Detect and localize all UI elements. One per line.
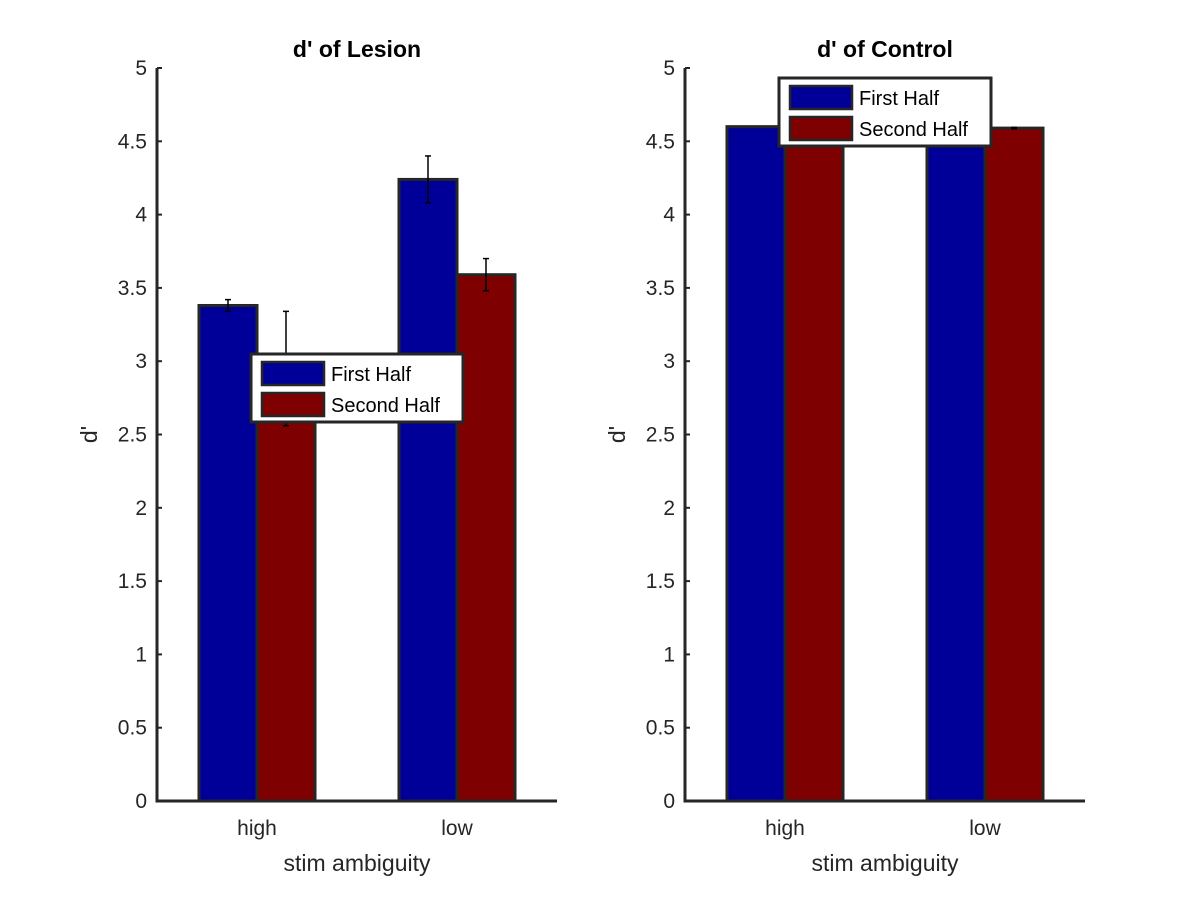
bar [397,177,459,803]
bar [455,273,517,803]
legend-label: First Half [331,364,411,386]
bar [197,303,259,803]
legend-swatch [788,115,854,142]
y-tick-label: 4 [135,204,147,227]
x-tick-label: high [765,817,805,840]
y-tick-label: 0.5 [646,717,675,740]
y-tick-label: 4.5 [118,130,147,153]
x-tick-label: low [441,817,473,840]
y-tick-label: 3 [663,350,675,373]
legend-label: Second Half [331,395,440,417]
y-tick-label: 1 [663,643,675,666]
y-axis-label: d' [76,426,102,443]
y-tick-label: 2.5 [646,424,675,447]
y-tick-label: 0 [135,790,147,813]
y-tick-label: 5 [663,57,675,80]
y-tick-label: 0.5 [118,717,147,740]
legend-swatch [260,391,326,418]
bar [925,126,987,803]
chart-panel-1: 0 0.5 1 1.5 2 2.5 3 3.5 4 4.5 5 high low d' of Contro… [604,36,1085,876]
legend-label: Second Half [859,119,968,141]
bar [255,367,317,803]
y-tick-label: 4.5 [646,130,675,153]
legend-swatch [788,84,854,111]
legend: First Half Second Half [249,352,465,424]
legend: First Half Second Half [777,76,993,148]
y-tick-label: 1 [135,643,147,666]
bar [725,125,787,803]
x-axis-label: stim ambiguity [812,850,959,876]
y-tick-label: 3.5 [646,277,675,300]
chart-title: d' of Control [817,36,953,62]
legend-label: First Half [859,88,939,110]
x-tick-label: high [237,817,277,840]
y-tick-label: 2.5 [118,424,147,447]
x-axis-label: stim ambiguity [284,850,431,876]
y-tick-label: 3.5 [118,277,147,300]
y-tick-label: 3 [135,350,147,373]
bar [983,126,1045,803]
legend-swatch [260,360,326,387]
y-tick-label: 1.5 [118,570,147,593]
y-tick-label: 4 [663,204,675,227]
y-tick-label: 2 [135,497,147,520]
y-tick-label: 5 [135,57,147,80]
y-tick-label: 2 [663,497,675,520]
x-tick-label: low [969,817,1001,840]
chart-panel-0: 0 0.5 1 1.5 2 2.5 3 3.5 4 4.5 5 high low d' of Lesion… [76,36,557,876]
chart-title: d' of Lesion [293,36,421,62]
y-tick-label: 0 [663,790,675,813]
y-tick-label: 1.5 [646,570,675,593]
bar [783,125,845,803]
y-axis-label: d' [604,426,630,443]
